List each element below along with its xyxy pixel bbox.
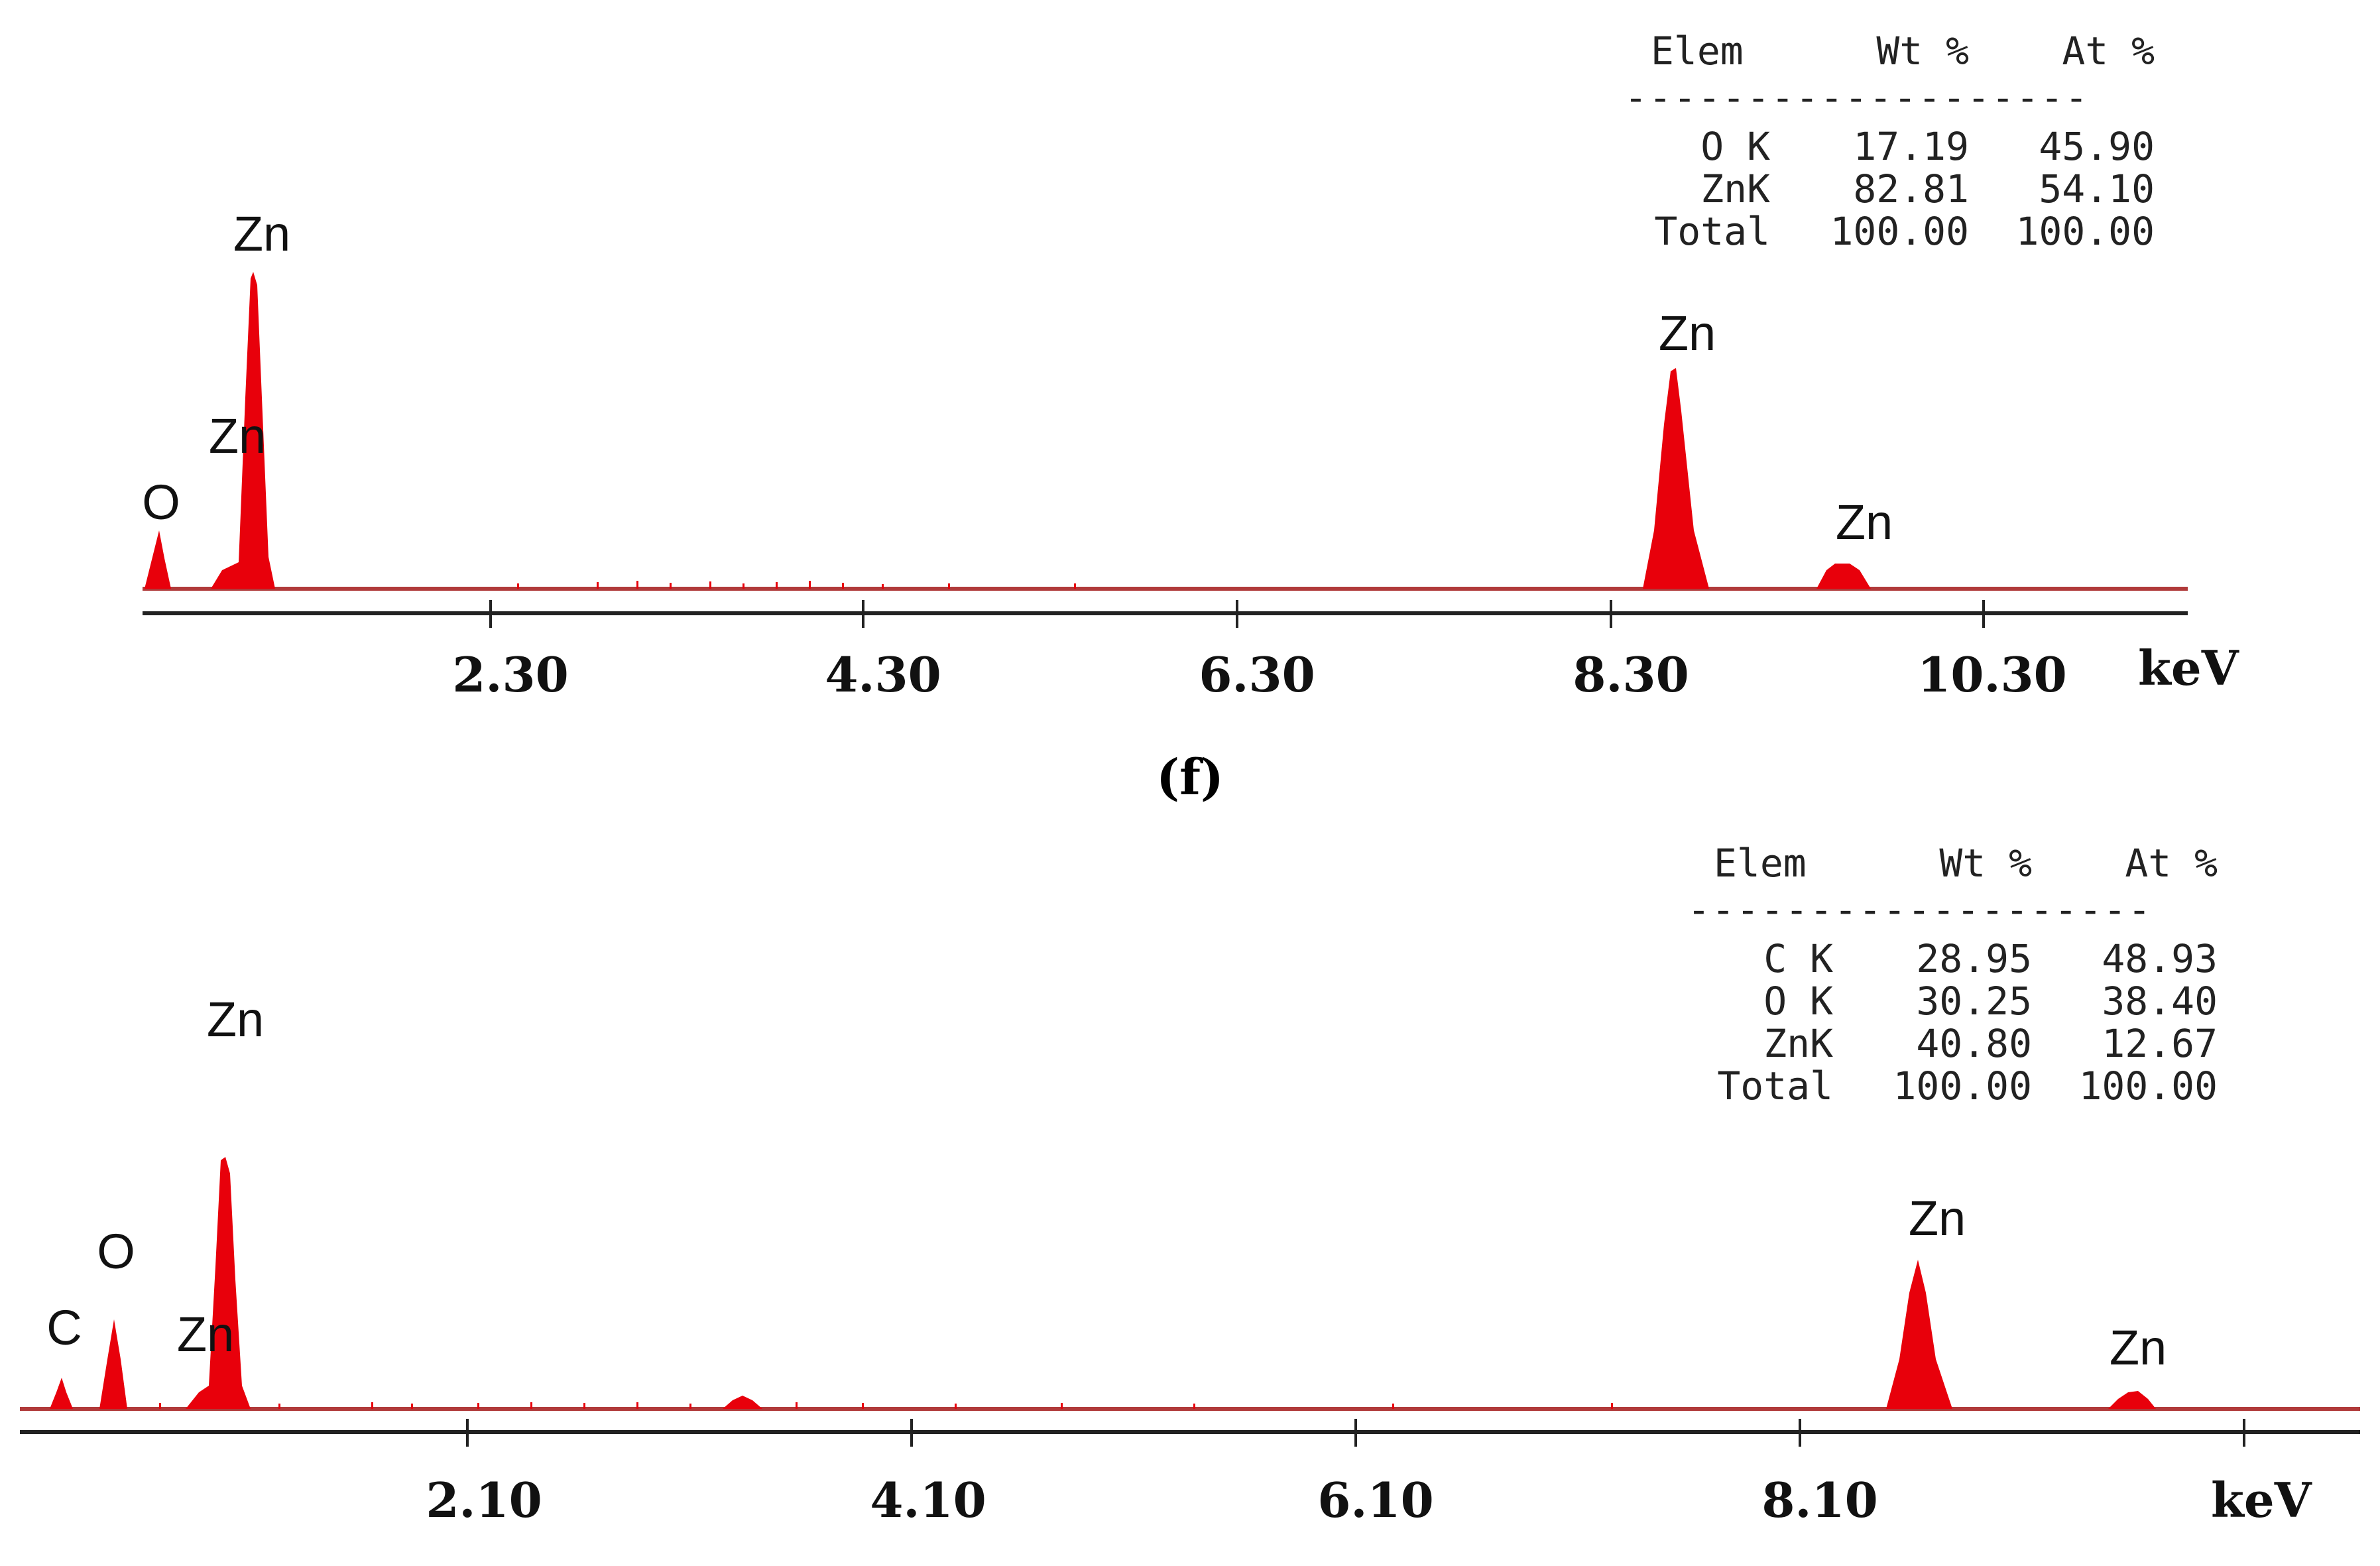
peak-zn-ka [1643,368,1709,589]
x-tick-label: 6.30 [1199,646,1315,703]
spectrum-peaks [145,272,1871,589]
x-tick-label: 4.10 [870,1472,986,1528]
peak-zn-kb [2108,1391,2156,1409]
peak-label-zn: Zn [2109,1320,2167,1375]
figure-caption: (f) [1156,749,1224,806]
table-row: O K 17.19 45.90 [1700,124,2155,169]
peak-label-o: O [97,1224,135,1279]
table-row: ZnK 40.80 12.67 [1763,1021,2218,1066]
peak-o [145,530,171,589]
table-divider: ------------------- [1687,887,2153,932]
peak-zn-l [211,272,275,589]
peak-label-o: O [142,475,180,530]
peak-label-zn: Zn [1835,495,1893,550]
x-tick-label: 2.30 [452,646,569,703]
spectrum-peaks [50,1157,2156,1409]
spectrum-plot-top [143,272,2188,628]
peak-label-zn: Zn [206,992,265,1047]
peak-label-zn: Zn [233,206,291,261]
table-header: Elem Wt % At % [1714,841,2218,886]
peak-label-zn: Zn [208,408,267,463]
noise-region [517,581,1076,589]
composition-table-top: Elem Wt % At % ------------------- O K 1… [1624,30,2155,253]
peak-label-zn: Zn [176,1307,235,1362]
x-axis-ticks [466,1419,2245,1447]
composition-table-bottom: Elem Wt % At % ------------------- C K 2… [1687,842,2218,1107]
x-axis-ticks [489,600,1985,628]
peak-label-c: C [46,1300,82,1355]
peak-zn-kb [1816,564,1871,589]
x-axis-unit: keV [2211,1472,2312,1528]
peak-label-zn: Zn [1908,1191,1966,1246]
x-tick-label: 10.30 [1917,646,2067,703]
peak-c [50,1378,73,1409]
peak-label-zn: Zn [1658,306,1716,361]
x-tick-label: 4.30 [825,646,941,703]
table-row: C K 28.95 48.93 [1763,936,2218,981]
x-tick-label: 8.10 [1761,1472,1878,1528]
x-axis-unit: keV [2138,640,2239,696]
table-header: Elem Wt % At % [1651,29,2155,74]
spectrum-plot-bottom [20,1157,2360,1447]
eds-chart-top: 2.30 4.30 6.30 8.30 10.30 keV O Zn Zn Zn… [0,0,2380,729]
table-row-total: Total 100.00 100.00 [1717,1063,2218,1109]
x-tick-label: 6.10 [1317,1472,1434,1528]
peak-zn-l [186,1157,251,1409]
table-divider: ------------------- [1624,75,2090,120]
x-tick-label: 8.30 [1573,646,1689,703]
x-tick-label: 2.10 [426,1472,542,1528]
table-row-total: Total 100.00 100.00 [1654,209,2155,254]
table-row: ZnK 82.81 54.10 [1700,166,2155,211]
eds-chart-bottom: 2.10 4.10 6.10 8.10 keV C O Zn Zn Zn Zn … [0,815,2380,1566]
table-row: O K 30.25 38.40 [1763,979,2218,1024]
peak-zn-ka [1886,1260,1952,1409]
peak-o [99,1319,127,1409]
